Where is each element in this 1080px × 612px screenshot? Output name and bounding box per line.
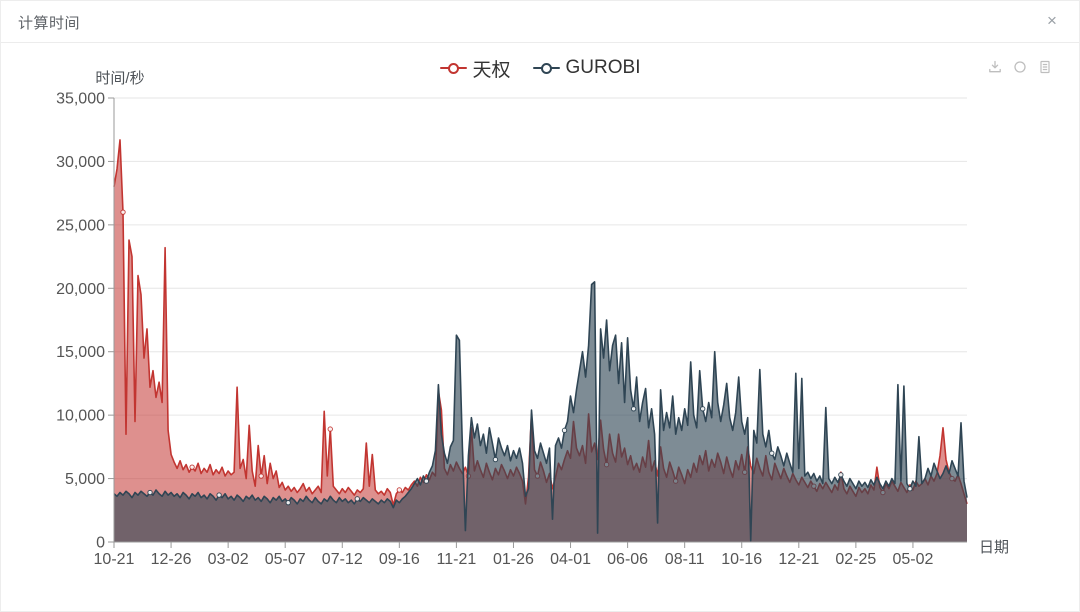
svg-text:05-02: 05-02 <box>892 551 933 568</box>
svg-text:30,000: 30,000 <box>56 154 105 171</box>
svg-text:08-11: 08-11 <box>665 551 705 568</box>
svg-text:25,000: 25,000 <box>56 217 105 234</box>
legend-label-gurobi: GUROBI <box>565 57 641 78</box>
svg-text:03-02: 03-02 <box>208 551 249 568</box>
legend-marker-tianquan <box>439 62 467 74</box>
window-title: 计算时间 <box>18 15 81 32</box>
axes <box>113 98 967 543</box>
x-axis-name: 日期 <box>979 539 1009 556</box>
svg-text:时间/秒: 时间/秒 <box>95 70 144 87</box>
close-icon[interactable]: × <box>1047 11 1057 30</box>
svg-text:02-25: 02-25 <box>835 551 876 568</box>
svg-text:35,000: 35,000 <box>56 91 105 108</box>
legend-item-tianquan[interactable]: 天权 <box>439 55 511 82</box>
y-axis-labels: 0 5,000 10,000 15,000 20,000 25,000 30,000 35,0… <box>56 91 114 552</box>
x-axis-labels: 10-21 12-26 03-02 05-07 07-12 09-16 11-21 01-26… <box>94 542 933 568</box>
svg-text:日期: 日期 <box>979 539 1009 556</box>
svg-text:20,000: 20,000 <box>56 281 105 298</box>
svg-text:06-06: 06-06 <box>607 551 648 568</box>
svg-text:0: 0 <box>96 535 105 552</box>
legend-item-gurobi[interactable]: GUROBI <box>532 57 641 79</box>
svg-text:15,000: 15,000 <box>56 344 105 361</box>
series-gurobi <box>113 281 968 542</box>
chart-toolbox <box>987 59 1053 75</box>
svg-text:10-21: 10-21 <box>94 551 135 568</box>
restore-icon[interactable] <box>1012 59 1028 75</box>
svg-text:12-26: 12-26 <box>151 551 192 568</box>
svg-text:12-21: 12-21 <box>778 551 819 568</box>
svg-text:01-26: 01-26 <box>493 551 534 568</box>
svg-text:07-12: 07-12 <box>322 551 363 568</box>
legend-marker-gurobi <box>532 62 560 74</box>
svg-text:5,000: 5,000 <box>65 471 105 488</box>
gridlines <box>114 97 967 480</box>
legend-label-tianquan: 天权 <box>472 59 511 81</box>
svg-text:10,000: 10,000 <box>56 408 105 425</box>
svg-text:11-21: 11-21 <box>437 551 477 568</box>
title-bar: 计算时间 × <box>1 1 1079 43</box>
chart-legend: 天权 GUROBI <box>1 54 1079 82</box>
save-as-image-icon[interactable] <box>987 59 1003 75</box>
y-axis-name: 时间/秒 <box>95 70 144 87</box>
data-view-icon[interactable] <box>1037 59 1053 75</box>
svg-text:09-16: 09-16 <box>379 551 420 568</box>
svg-text:05-07: 05-07 <box>265 551 306 568</box>
svg-text:10-16: 10-16 <box>721 551 762 568</box>
svg-text:04-01: 04-01 <box>550 551 591 568</box>
